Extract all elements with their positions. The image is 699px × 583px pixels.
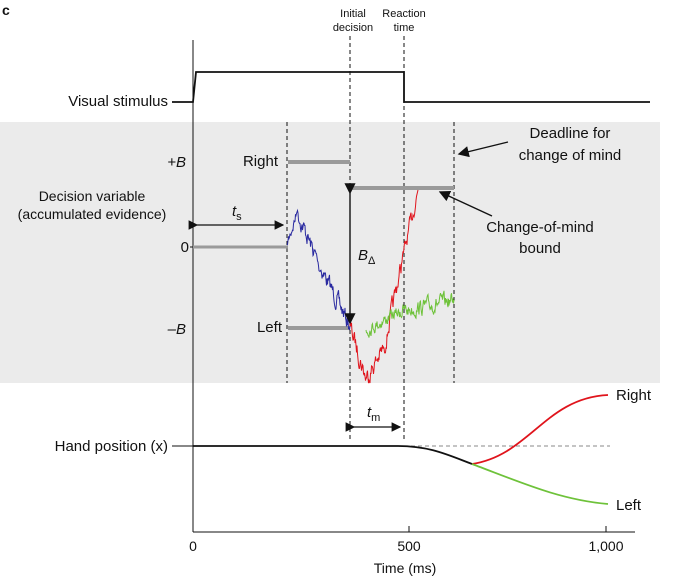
x-axis-label: Time (ms) bbox=[374, 560, 436, 576]
no-change-trace bbox=[365, 290, 455, 338]
deadline-pointer bbox=[457, 141, 509, 158]
com-bound-label-2: bound bbox=[519, 240, 561, 257]
tm-label: tm bbox=[367, 404, 380, 424]
left-bound-label: Left bbox=[257, 319, 283, 336]
b-delta-label: BΔ bbox=[358, 247, 376, 267]
right-bound-label: Right bbox=[243, 153, 279, 170]
com-bound-label-1: Change-of-mind bbox=[486, 219, 594, 236]
initial-decision-label-1: Initial bbox=[340, 8, 366, 20]
reaction-time-label-1: Reaction bbox=[382, 8, 425, 20]
hand-position-trace bbox=[193, 445, 473, 465]
visual-stimulus-trace bbox=[172, 71, 650, 103]
com-bound-pointer bbox=[438, 191, 493, 217]
change-of-mind-trace bbox=[349, 189, 419, 384]
decision-region-shade bbox=[0, 122, 660, 383]
hand-position-label: Hand position (x) bbox=[55, 438, 168, 455]
decision-variable-label-1: Decision variable bbox=[39, 188, 146, 204]
deadline-label-1: Deadline for bbox=[530, 125, 611, 142]
reaction-time-label-2: time bbox=[394, 22, 415, 34]
plus-b-label: +B bbox=[167, 154, 186, 171]
decision-variable-label-2: (accumulated evidence) bbox=[18, 206, 167, 222]
hand-right-label: Right bbox=[616, 387, 652, 404]
zero-label: 0 bbox=[181, 239, 189, 256]
visual-stimulus-label: Visual stimulus bbox=[68, 93, 168, 110]
initial-evidence-trace bbox=[286, 208, 351, 331]
hand-left-label: Left bbox=[616, 497, 642, 514]
minus-b-label: –B bbox=[167, 321, 186, 338]
initial-decision-label-2: decision bbox=[333, 22, 373, 34]
hand-left-trace bbox=[471, 463, 609, 505]
deadline-label-2: change of mind bbox=[519, 147, 622, 164]
x-tick-label-1000: 1,000 bbox=[588, 538, 623, 554]
hand-right-trace bbox=[471, 394, 609, 465]
x-tick-label-0: 0 bbox=[189, 538, 197, 554]
x-tick-label-500: 500 bbox=[397, 538, 421, 554]
ts-label: ts bbox=[232, 203, 242, 223]
panel-letter: c bbox=[2, 2, 10, 18]
